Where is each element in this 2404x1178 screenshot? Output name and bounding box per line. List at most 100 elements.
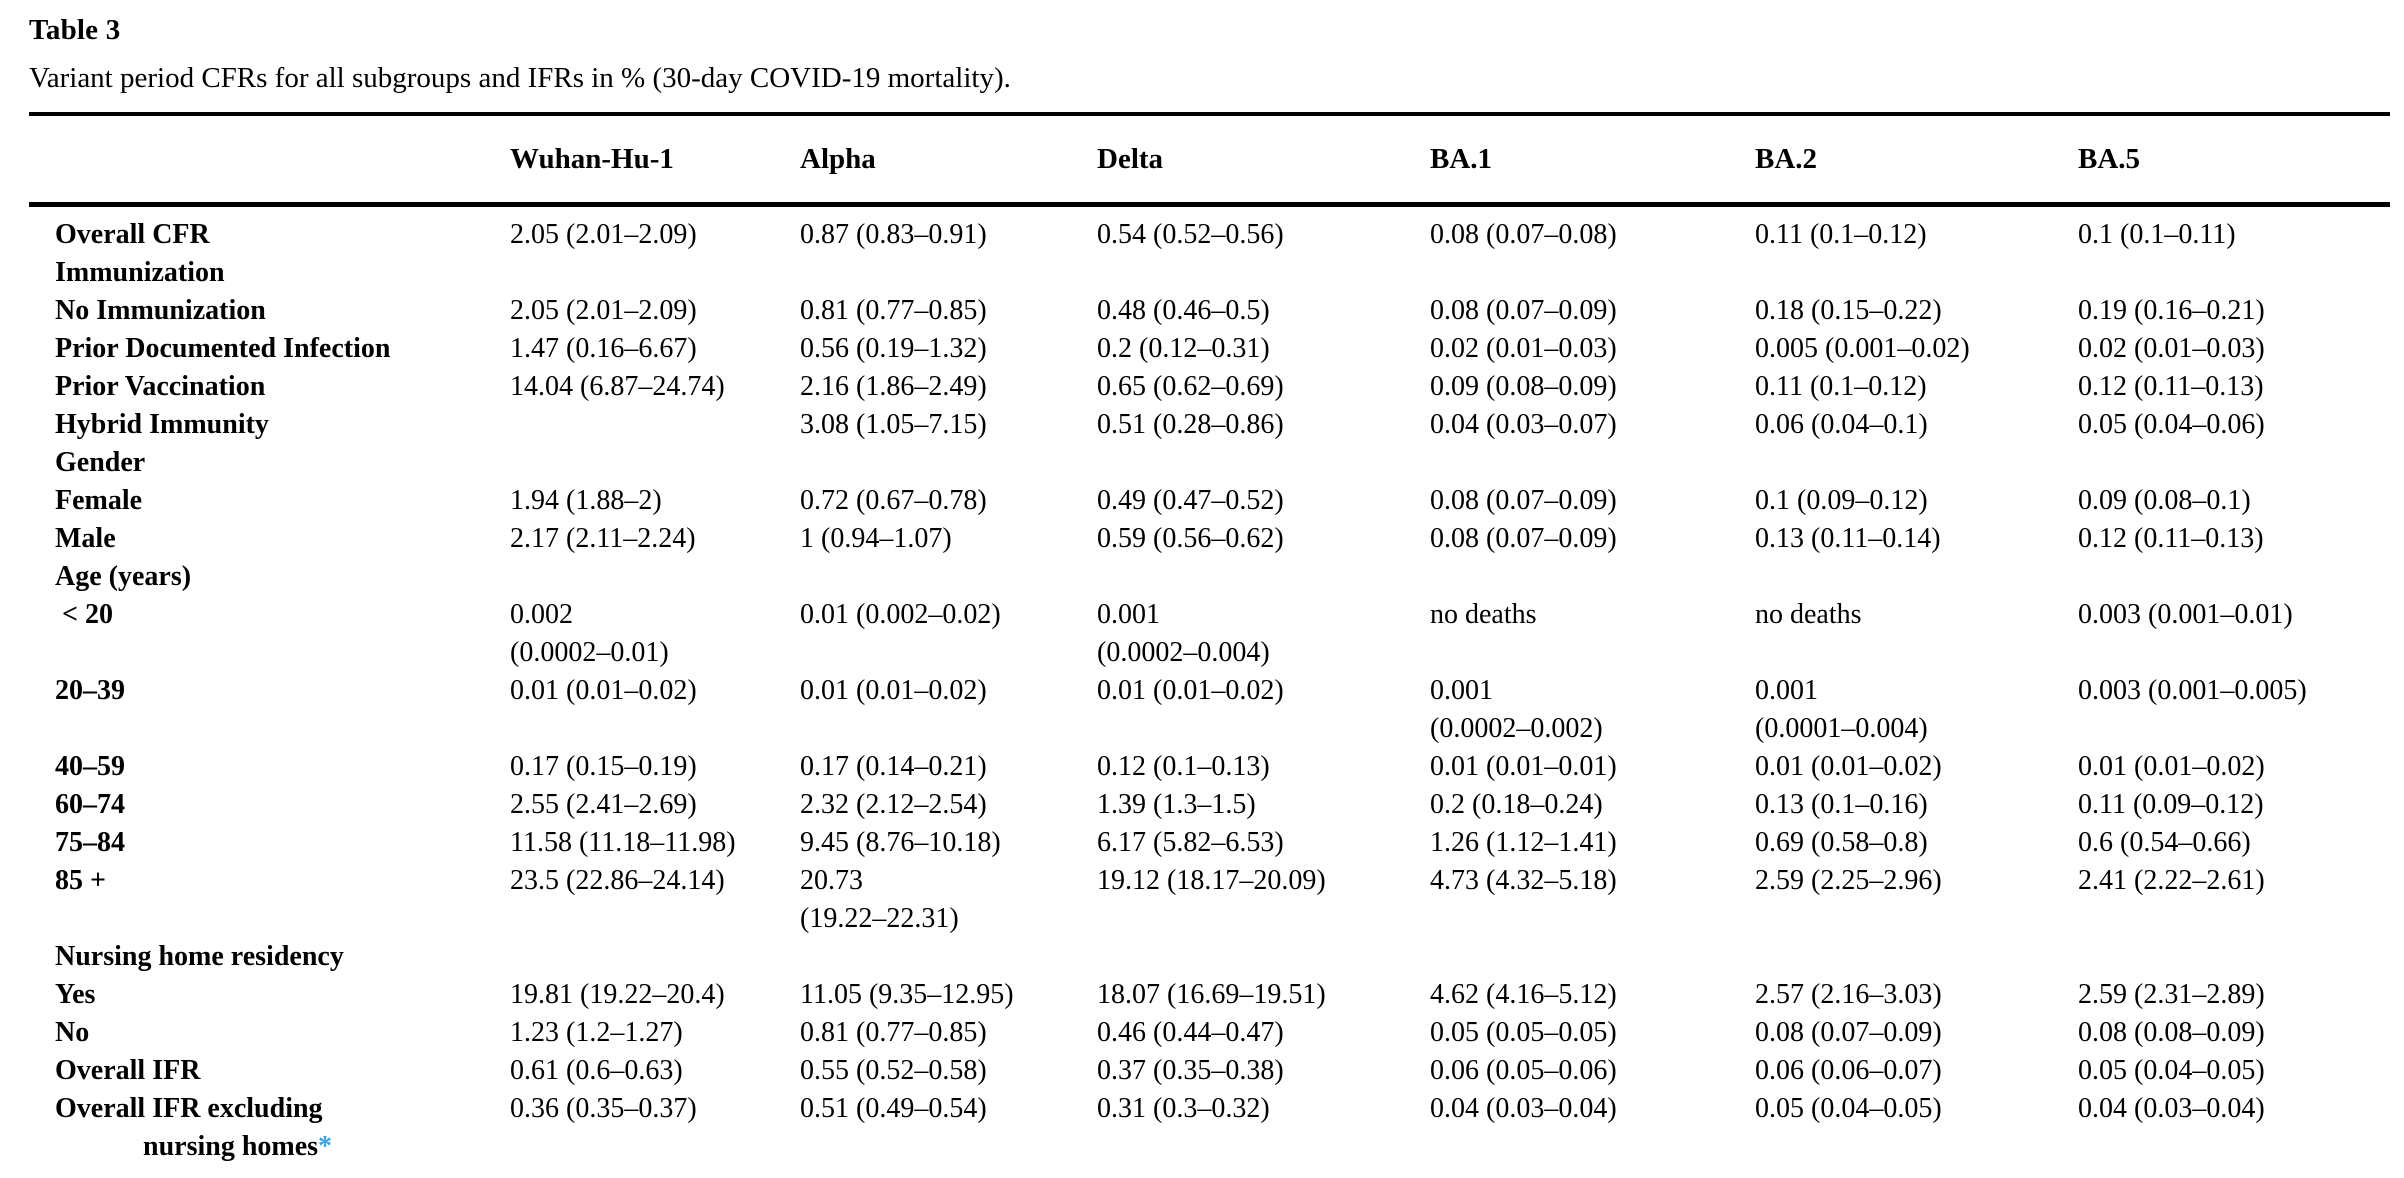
table-row: Female 1.94 (1.88–2) 0.72 (0.67–0.78) 0.49 … <box>29 482 2390 520</box>
value-cell: 11.05 (9.35–12.95) <box>800 979 1014 1010</box>
value-cell: 0.11 (0.09–0.12) <box>2078 789 2264 820</box>
section-label: Age (years) <box>55 561 192 592</box>
value-cell: 0.003 (0.001–0.005) <box>2078 675 2307 706</box>
value-cell <box>2078 938 2390 976</box>
value-cell <box>1430 938 1755 976</box>
value-cell: 20.73 (19.22–22.31) <box>800 865 959 934</box>
value-cell: 0.11 (0.1–0.12) <box>1755 219 1927 250</box>
value-cell <box>510 254 800 292</box>
value-cell: 0.31 (0.3–0.32) <box>1097 1093 1270 1124</box>
value-cell <box>1097 558 1430 596</box>
value-cell: 0.18 (0.15–0.22) <box>1755 295 1942 326</box>
row-label-header <box>29 114 510 205</box>
value-cell: 11.58 (11.18–11.98) <box>510 827 736 858</box>
value-cell: 1.47 (0.16–6.67) <box>510 333 697 364</box>
value-cell: 2.32 (2.12–2.54) <box>800 789 987 820</box>
value-cell: 0.05 (0.04–0.06) <box>2078 409 2265 440</box>
value-cell: 6.17 (5.82–6.53) <box>1097 827 1284 858</box>
section-row: Nursing home residency <box>29 938 2390 976</box>
value-cell <box>1430 254 1755 292</box>
section-label: Nursing home residency <box>55 941 344 972</box>
table-row: 75–84 11.58 (11.18–11.98) 9.45 (8.76–10.18… <box>29 824 2390 862</box>
column-header: Wuhan-Hu-1 <box>510 142 674 175</box>
value-cell <box>800 558 1097 596</box>
value-cell: 0.1 (0.1–0.11) <box>2078 219 2236 250</box>
value-cell: 2.55 (2.41–2.69) <box>510 789 697 820</box>
value-cell: 1.94 (1.88–2) <box>510 485 662 516</box>
value-cell: 0.06 (0.05–0.06) <box>1430 1055 1617 1086</box>
column-header: Alpha <box>800 142 876 175</box>
value-cell: 0.49 (0.47–0.52) <box>1097 485 1284 516</box>
footnote-asterisk[interactable]: * <box>318 1131 333 1162</box>
table-row: No 1.23 (1.2–1.27) 0.81 (0.77–0.85) 0.46 (0… <box>29 1014 2390 1052</box>
table-row: No Immunization 2.05 (2.01–2.09) 0.81 (0.7… <box>29 292 2390 330</box>
table-row: < 20 0.002 (0.0002–0.01) 0.01 (0.002–0.02)… <box>29 596 2390 672</box>
value-cell: 14.04 (6.87–24.74) <box>510 371 725 402</box>
row-label: No Immunization <box>55 295 266 326</box>
value-cell: 0.56 (0.19–1.32) <box>800 333 987 364</box>
section-label: Immunization <box>55 257 225 288</box>
section-row: Immunization <box>29 254 2390 292</box>
value-cell: 0.09 (0.08–0.09) <box>1430 371 1617 402</box>
value-cell: 0.17 (0.15–0.19) <box>510 751 697 782</box>
table-row: Male 2.17 (2.11–2.24) 1 (0.94–1.07) 0.59 (0… <box>29 520 2390 558</box>
table-row: 60–74 2.55 (2.41–2.69) 2.32 (2.12–2.54) 1.3… <box>29 786 2390 824</box>
value-cell: 2.57 (2.16–3.03) <box>1755 979 1942 1010</box>
value-cell: 0.01 (0.01–0.02) <box>1755 751 1942 782</box>
value-cell: 1.39 (1.3–1.5) <box>1097 789 1256 820</box>
value-cell: 0.04 (0.03–0.07) <box>1430 409 1617 440</box>
value-cell: 0.13 (0.11–0.14) <box>1755 523 1941 554</box>
value-cell: 0.04 (0.03–0.04) <box>2078 1093 2265 1124</box>
value-cell: 0.36 (0.35–0.37) <box>510 1093 697 1124</box>
value-cell: 0.12 (0.1–0.13) <box>1097 751 1270 782</box>
value-cell: 1.26 (1.12–1.41) <box>1430 827 1617 858</box>
row-label: 40–59 <box>55 751 125 782</box>
value-cell <box>510 444 800 482</box>
value-cell: 0.09 (0.08–0.1) <box>2078 485 2251 516</box>
row-label: 85 + <box>55 865 106 896</box>
value-cell: 0.11 (0.1–0.12) <box>1755 371 1927 402</box>
value-cell: 0.08 (0.07–0.09) <box>1430 523 1617 554</box>
value-cell: 0.69 (0.58–0.8) <box>1755 827 1928 858</box>
table-row: 40–59 0.17 (0.15–0.19) 0.17 (0.14–0.21) 0.1… <box>29 748 2390 786</box>
value-cell: 0.08 (0.07–0.09) <box>1430 485 1617 516</box>
value-cell: 0.37 (0.35–0.38) <box>1097 1055 1284 1086</box>
value-cell <box>1097 444 1430 482</box>
row-label: Overall CFR <box>55 219 210 250</box>
table-row: Overall CFR 2.05 (2.01–2.09) 0.87 (0.83–0.… <box>29 205 2390 255</box>
value-cell: 0.02 (0.01–0.03) <box>1430 333 1617 364</box>
value-cell <box>1430 444 1755 482</box>
value-cell: 2.17 (2.11–2.24) <box>510 523 696 554</box>
row-label: Yes <box>55 979 96 1010</box>
value-cell: 0.1 (0.09–0.12) <box>1755 485 1928 516</box>
value-cell <box>800 938 1097 976</box>
value-cell: 0.48 (0.46–0.5) <box>1097 295 1270 326</box>
row-label: Male <box>55 523 116 554</box>
row-label: Prior Documented Infection <box>55 333 391 364</box>
value-cell: 0.17 (0.14–0.21) <box>800 751 987 782</box>
value-cell: no deaths <box>1755 599 1862 630</box>
value-cell: 0.54 (0.52–0.56) <box>1097 219 1284 250</box>
table-row: Overall IFR excluding nursing homes* 0.36… <box>29 1090 2390 1178</box>
value-cell: 0.01 (0.01–0.02) <box>800 675 987 706</box>
row-label: No <box>55 1017 90 1048</box>
variant-cfr-table: Wuhan-Hu-1 Alpha Delta BA.1 BA.2 BA.5 Overall… <box>29 112 2390 1178</box>
table-row: 85 + 23.5 (22.86–24.14) 20.73 (19.22–22.31… <box>29 862 2390 938</box>
column-header: BA.2 <box>1755 142 1818 175</box>
value-cell: 0.005 (0.001–0.02) <box>1755 333 1970 364</box>
table-row: Overall IFR 0.61 (0.6–0.63) 0.55 (0.52–0.5… <box>29 1052 2390 1090</box>
value-cell: 0.81 (0.77–0.85) <box>800 295 987 326</box>
value-cell: 1.23 (1.2–1.27) <box>510 1017 683 1048</box>
value-cell: 2.59 (2.31–2.89) <box>2078 979 2265 1010</box>
table-row: 20–39 0.01 (0.01–0.02) 0.01 (0.01–0.02) 0.0… <box>29 672 2390 748</box>
value-cell: 4.62 (4.16–5.12) <box>1430 979 1617 1010</box>
value-cell: 0.05 (0.05–0.05) <box>1430 1017 1617 1048</box>
value-cell: 0.01 (0.01–0.02) <box>2078 751 2265 782</box>
value-cell: 19.12 (18.17–20.09) <box>1097 865 1326 896</box>
table-row: Yes 19.81 (19.22–20.4) 11.05 (9.35–12.95) 1… <box>29 976 2390 1014</box>
column-header: Delta <box>1097 142 1164 175</box>
section-row: Age (years) <box>29 558 2390 596</box>
row-label: Overall IFR excluding nursing homes* <box>55 1093 333 1162</box>
row-label: Female <box>55 485 143 516</box>
value-cell <box>800 254 1097 292</box>
